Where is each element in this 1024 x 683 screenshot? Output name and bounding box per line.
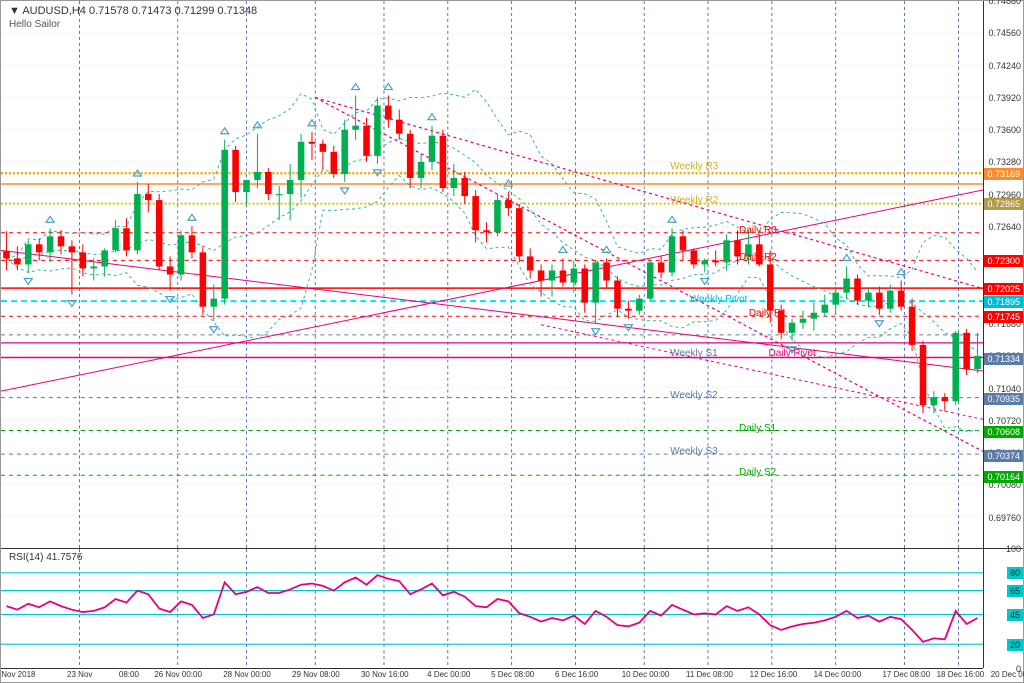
y-tick-label: 0.74560 [988,28,1021,38]
chart-subtitle: Hello Sailor [9,19,257,30]
pivot-level-label: Weekly S2 [670,390,718,401]
price-level-tag: 0.72865 [984,198,1023,210]
y-tick-label: 0.74240 [988,61,1021,71]
price-level-tag: 0.73169 [984,168,1023,180]
rsi-indicator-panel[interactable]: RSI(14) 41.7576 [1,548,983,668]
price-level-tag: 0.70935 [984,393,1023,405]
x-tick-label: 22 Nov 2018 [0,670,35,679]
rsi-y-tick: 100 [1006,544,1021,554]
pivot-level-label: Daily S1 [739,423,776,434]
price-level-tag: 0.71895 [984,296,1023,308]
time-x-axis: 22 Nov 2018 23 Nov 08:00 26 Nov 00:00 28 Nov… [1,668,983,682]
chart-title: ▼ AUDUSD,H4 0.71578 0.71473 0.71299 0.71… [9,5,257,17]
price-level-tag: 0.72300 [984,255,1023,267]
x-tick-label: 4 Dec 00:00 [427,670,470,679]
pivot-level-label: Weekly R3 [670,161,718,172]
pivot-level-label: Weekly S3 [670,446,718,457]
pivot-level-label: Daily R2 [739,252,777,263]
main-price-chart[interactable]: Weekly R3 Weekly R2 Daily R3 Daily R2 Weekly… [1,1,983,548]
chart-header: ▼ AUDUSD,H4 0.71578 0.71473 0.71299 0.71… [9,5,257,30]
pivot-level-label: Daily R1 [749,308,787,319]
x-tick-label: 30 Nov 16:00 [361,670,409,679]
chart-container: ▼ AUDUSD,H4 0.71578 0.71473 0.71299 0.71… [0,0,1024,683]
x-tick-label: 11 Dec 08:00 [686,670,733,679]
price-y-axis: 0.74880 0.74560 0.74240 0.73920 0.73600 0.732… [983,1,1023,548]
x-tick-label: 20 Dec 00:00 [991,670,1024,679]
rsi-y-axis: 010080654520 [983,548,1023,668]
y-tick-label: 0.73280 [988,157,1021,167]
price-level-tag: 0.71334 [984,353,1023,365]
price-level-tag: 0.70608 [984,426,1023,438]
rsi-level-tag: 45 [1007,609,1023,621]
y-tick-label: 0.72640 [988,222,1021,232]
y-tick-label: 0.69760 [988,513,1021,523]
price-level-tag: 0.72025 [984,283,1023,295]
pivot-level-label: Daily R3 [739,225,777,236]
y-tick-label: 0.73920 [988,93,1021,103]
x-tick-label: 08:00 [119,670,139,679]
pivot-level-label: Weekly Pivot [690,294,748,305]
x-tick-label: 12 Dec 16:00 [750,670,798,679]
x-tick-label: 26 Nov 00:00 [154,670,202,679]
y-tick-label: 0.74880 [988,0,1021,6]
price-level-tag: 0.71745 [984,311,1023,323]
x-tick-label: 23 Nov [67,670,92,679]
price-level-tag: 0.70374 [984,450,1023,462]
x-tick-label: 14 Dec 00:00 [814,670,862,679]
x-tick-label: 5 Dec 08:00 [491,670,534,679]
y-tick-label: 0.73600 [988,125,1021,135]
pivot-level-label: Weekly S1 [670,348,718,359]
x-tick-label: 10 Dec 00:00 [622,670,670,679]
pivot-level-label: Daily S2 [739,467,776,478]
rsi-level-tag: 20 [1007,639,1023,651]
rsi-level-tag: 65 [1007,585,1023,597]
x-tick-label: 28 Nov 00:00 [223,670,271,679]
x-tick-label: 18 Dec 16:00 [937,670,985,679]
price-level-tag: 0.70164 [984,471,1023,483]
x-tick-label: 6 Dec 16:00 [555,670,598,679]
rsi-level-tag: 80 [1007,567,1023,579]
pivot-level-label: Daily Pivot [769,348,816,359]
x-tick-label: 29 Nov 08:00 [292,670,340,679]
pivot-level-label: Weekly R2 [670,195,718,206]
x-tick-label: 17 Dec 08:00 [882,670,930,679]
y-tick-label: 0.70720 [988,416,1021,426]
rsi-label: RSI(14) 41.7576 [9,552,82,563]
y-tick-label: 0.71040 [988,384,1021,394]
